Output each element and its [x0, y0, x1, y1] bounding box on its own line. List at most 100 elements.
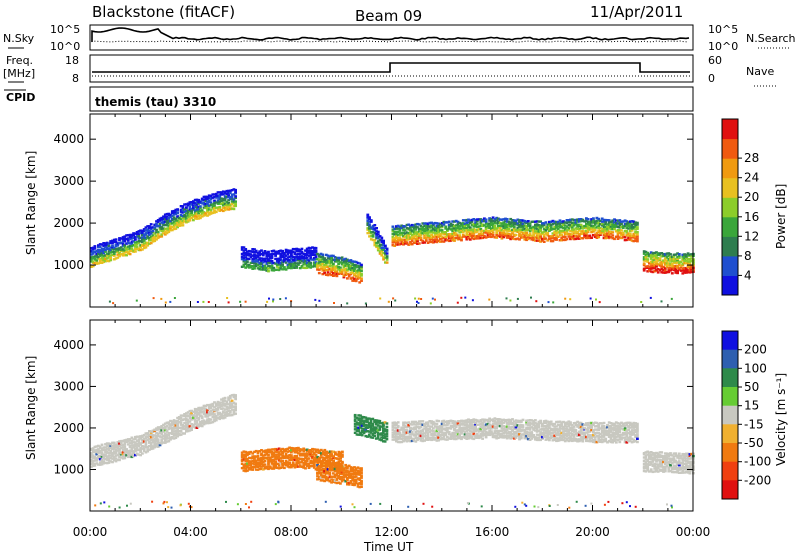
- velocity-cell: [214, 419, 218, 422]
- velocity-cell: [267, 461, 270, 464]
- velocity-cell: [423, 427, 426, 430]
- velocity-cell: [284, 448, 288, 451]
- velocity-cell: [502, 434, 506, 437]
- power-cell: [234, 202, 237, 206]
- velocity-cell: [316, 455, 320, 459]
- power-cell: [398, 234, 402, 237]
- velocity-cell: [254, 455, 258, 458]
- velocity-cell: [225, 405, 229, 409]
- power-cell: [518, 225, 521, 228]
- power-cell: [118, 254, 121, 258]
- velocity-cell: [495, 425, 499, 428]
- power-cell: [277, 259, 281, 262]
- power-cell: [542, 237, 546, 240]
- velocity-cell: [432, 423, 435, 426]
- velocity-cell: [488, 431, 491, 434]
- velocity-cell: [424, 427, 428, 430]
- power-cell: [128, 233, 132, 237]
- power-cell: [346, 260, 349, 263]
- velocity-cell: [284, 454, 288, 458]
- power-cell: [651, 262, 655, 265]
- nsearch-label: N.Search: [746, 32, 796, 45]
- power-cell: [634, 239, 637, 242]
- power-cell: [534, 231, 537, 235]
- velocity-cell: [356, 466, 360, 469]
- power-cell: [454, 236, 458, 240]
- power-cell: [458, 236, 462, 239]
- velocity-cell: [366, 417, 369, 420]
- velocity-cell: [169, 438, 172, 441]
- power-cell: [416, 242, 419, 245]
- velocity-cell: [105, 458, 109, 461]
- power-cell: [135, 231, 139, 234]
- power-cell: [349, 259, 353, 262]
- velocity-cell: [470, 435, 474, 438]
- power-cell: [220, 202, 223, 206]
- velocity-cell: [188, 409, 192, 413]
- velocity-cell: [158, 426, 162, 429]
- power-cell: [606, 219, 609, 222]
- velocity-cell: [463, 436, 467, 440]
- velocity-cell: [244, 455, 248, 458]
- velocity-cell: [560, 438, 564, 441]
- velocity-cell: [311, 460, 314, 463]
- power-cell: [672, 267, 676, 270]
- power-cell: [195, 200, 199, 204]
- power-cell: [353, 279, 356, 282]
- power-cell: [636, 226, 639, 229]
- power-cell: [281, 255, 284, 259]
- power-cell: [483, 229, 486, 233]
- power-cell: [242, 260, 246, 263]
- power-cell: [207, 213, 211, 216]
- power-cell: [358, 271, 362, 274]
- power-cell: [486, 235, 490, 238]
- power-cell: [319, 252, 323, 256]
- power-cell: [535, 239, 539, 242]
- power-cell: [395, 236, 398, 240]
- velocity-cell: [537, 424, 541, 428]
- velocity-cell: [374, 427, 378, 431]
- power-cell: [265, 251, 269, 254]
- velocity-cell: [186, 422, 190, 426]
- power-cell: [449, 236, 453, 240]
- power-cell: [421, 226, 425, 229]
- velocity-cell: [402, 423, 405, 426]
- power-cell: [326, 268, 330, 271]
- power-cell: [121, 242, 125, 246]
- power-cell: [518, 220, 521, 224]
- power-cell: [556, 220, 560, 224]
- velocity-cell: [326, 469, 330, 473]
- velocity-cell: [366, 424, 369, 427]
- power-cell: [146, 228, 150, 231]
- velocity-cell: [366, 420, 369, 424]
- velocity-cell: [355, 429, 359, 433]
- velocity-cell: [483, 433, 486, 437]
- velocity-cell: [342, 471, 346, 474]
- velocity-cell: [424, 421, 428, 424]
- power-cell: [366, 228, 370, 231]
- velocity-cell: [304, 452, 307, 455]
- power-cell: [344, 260, 348, 263]
- velocity-cell: [341, 453, 344, 456]
- power-cell: [662, 254, 665, 258]
- power-cell: [658, 262, 662, 265]
- power-cell: [432, 231, 435, 234]
- velocity-cell: [542, 433, 546, 437]
- velocity-cell: [439, 435, 442, 438]
- velocity-cell: [326, 472, 330, 475]
- power-cell: [111, 244, 114, 248]
- velocity-cell: [288, 458, 291, 462]
- power-cell: [669, 266, 672, 270]
- velocity-cell: [391, 438, 395, 441]
- power-cell: [651, 258, 655, 262]
- velocity-cell: [156, 438, 160, 441]
- velocity-cell: [312, 456, 316, 459]
- velocity-cell: [519, 424, 523, 427]
- velocity-cell: [126, 438, 130, 441]
- velocity-cell: [254, 465, 258, 468]
- velocity-cell: [223, 402, 227, 406]
- power-cell: [311, 265, 314, 268]
- power-cell: [477, 225, 481, 228]
- velocity-cell: [185, 418, 188, 422]
- velocity-cell: [403, 424, 407, 427]
